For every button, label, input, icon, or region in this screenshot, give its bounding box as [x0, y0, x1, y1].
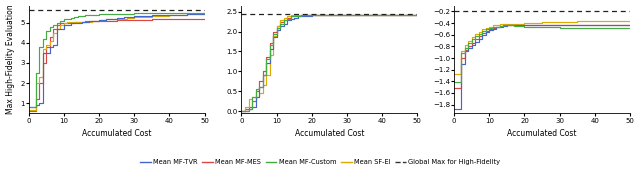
Y-axis label: Max High-Fidelity Evaluation: Max High-Fidelity Evaluation — [6, 5, 15, 114]
X-axis label: Accumulated Cost: Accumulated Cost — [508, 129, 577, 138]
Legend: Mean MF-TVR, Mean MF-MES, Mean MF-Custom, Mean SF-EI, Global Max for High-Fideli: Mean MF-TVR, Mean MF-MES, Mean MF-Custom… — [137, 156, 503, 168]
X-axis label: Accumulated Cost: Accumulated Cost — [82, 129, 152, 138]
X-axis label: Accumulated Cost: Accumulated Cost — [294, 129, 364, 138]
